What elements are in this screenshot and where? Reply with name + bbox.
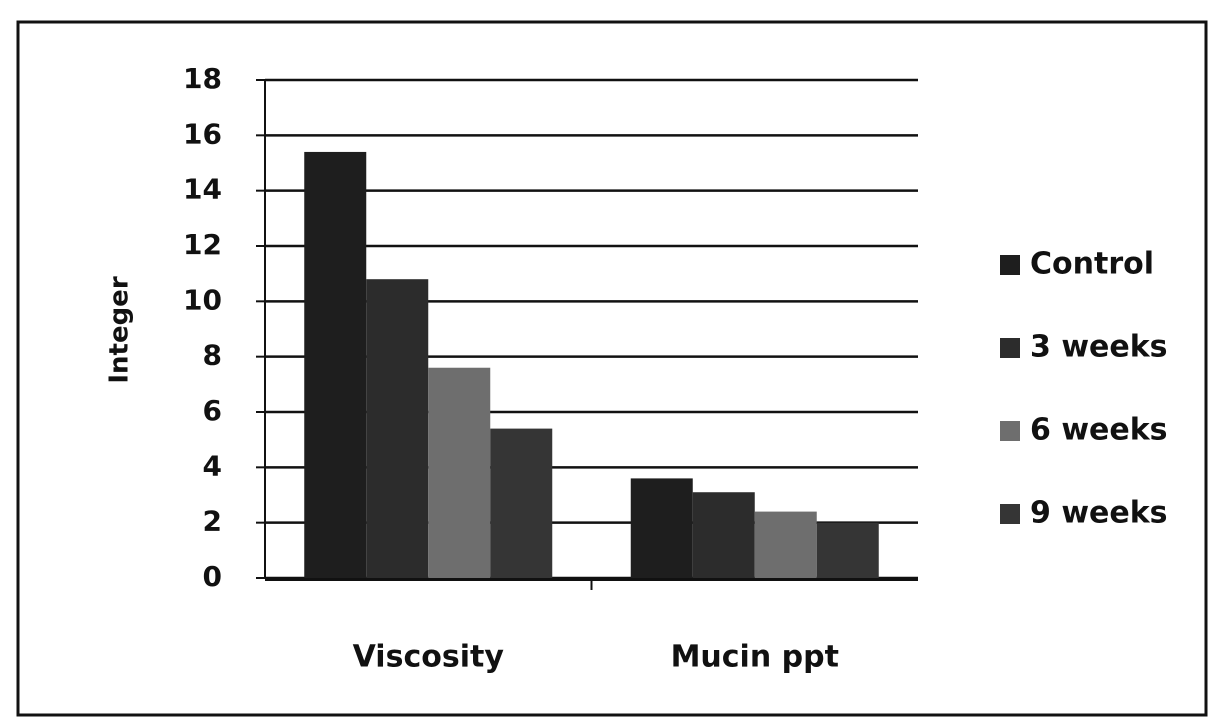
y-tick-label: 18 [183, 62, 222, 95]
legend-swatch [1000, 421, 1020, 441]
y-tick-label: 0 [203, 560, 222, 593]
y-tick-label: 2 [203, 505, 222, 538]
legend-swatch [1000, 255, 1020, 275]
y-axis-label: Integer [105, 276, 135, 383]
legend-label: 3 weeks [1030, 330, 1168, 365]
bar [754, 511, 817, 578]
legend-swatch [1000, 338, 1020, 358]
legend-label: 9 weeks [1030, 496, 1168, 531]
y-tick-label: 12 [183, 228, 222, 261]
bar [428, 367, 491, 578]
y-tick-label: 10 [183, 283, 222, 316]
y-tick-label: 4 [203, 449, 222, 482]
frame [16, 20, 1208, 717]
y-tick-label: 8 [203, 339, 222, 372]
y-tick-label: 14 [183, 173, 222, 206]
legend-label: Control [1030, 247, 1154, 282]
bar [692, 492, 755, 578]
bar [366, 279, 429, 578]
y-tick-label: 16 [183, 117, 222, 150]
x-tick-label: Viscosity [353, 640, 505, 675]
bar [490, 428, 553, 578]
legend-label: 6 weeks [1030, 413, 1168, 448]
bar [304, 151, 367, 578]
bar [630, 478, 693, 578]
x-tick-label: Mucin ppt [671, 640, 839, 675]
y-tick-label: 6 [203, 394, 222, 427]
legend-swatch [1000, 504, 1020, 524]
bar [816, 522, 879, 578]
